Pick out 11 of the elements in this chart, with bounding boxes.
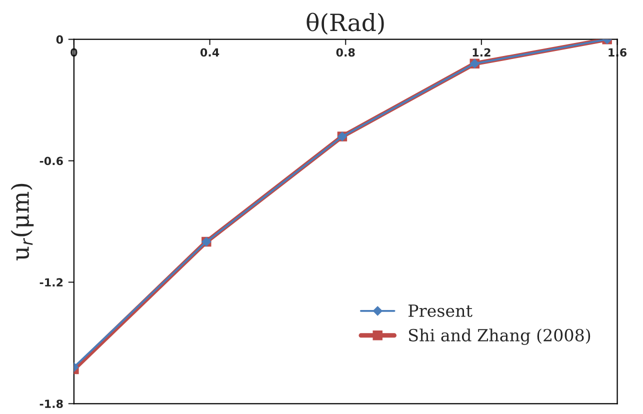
x-tick-label: 0.4 [200,48,220,57]
x-tick-label: 1.2 [472,48,490,56]
x-axis-title: θ(Rad) [306,12,384,35]
y-tick-label: -1.2 [40,278,63,286]
legend-label: Shi and Zhang (2008) [409,328,590,345]
y-tick-label: -1.8 [40,400,63,408]
x-tick-label: 0.8 [336,48,355,57]
y-tick-label: -0.6 [40,156,63,166]
y-axis-title: u$_{r}$(μm) [10,184,34,260]
legend-label: Present [408,304,472,317]
y-tick-label: 0 [56,35,63,44]
